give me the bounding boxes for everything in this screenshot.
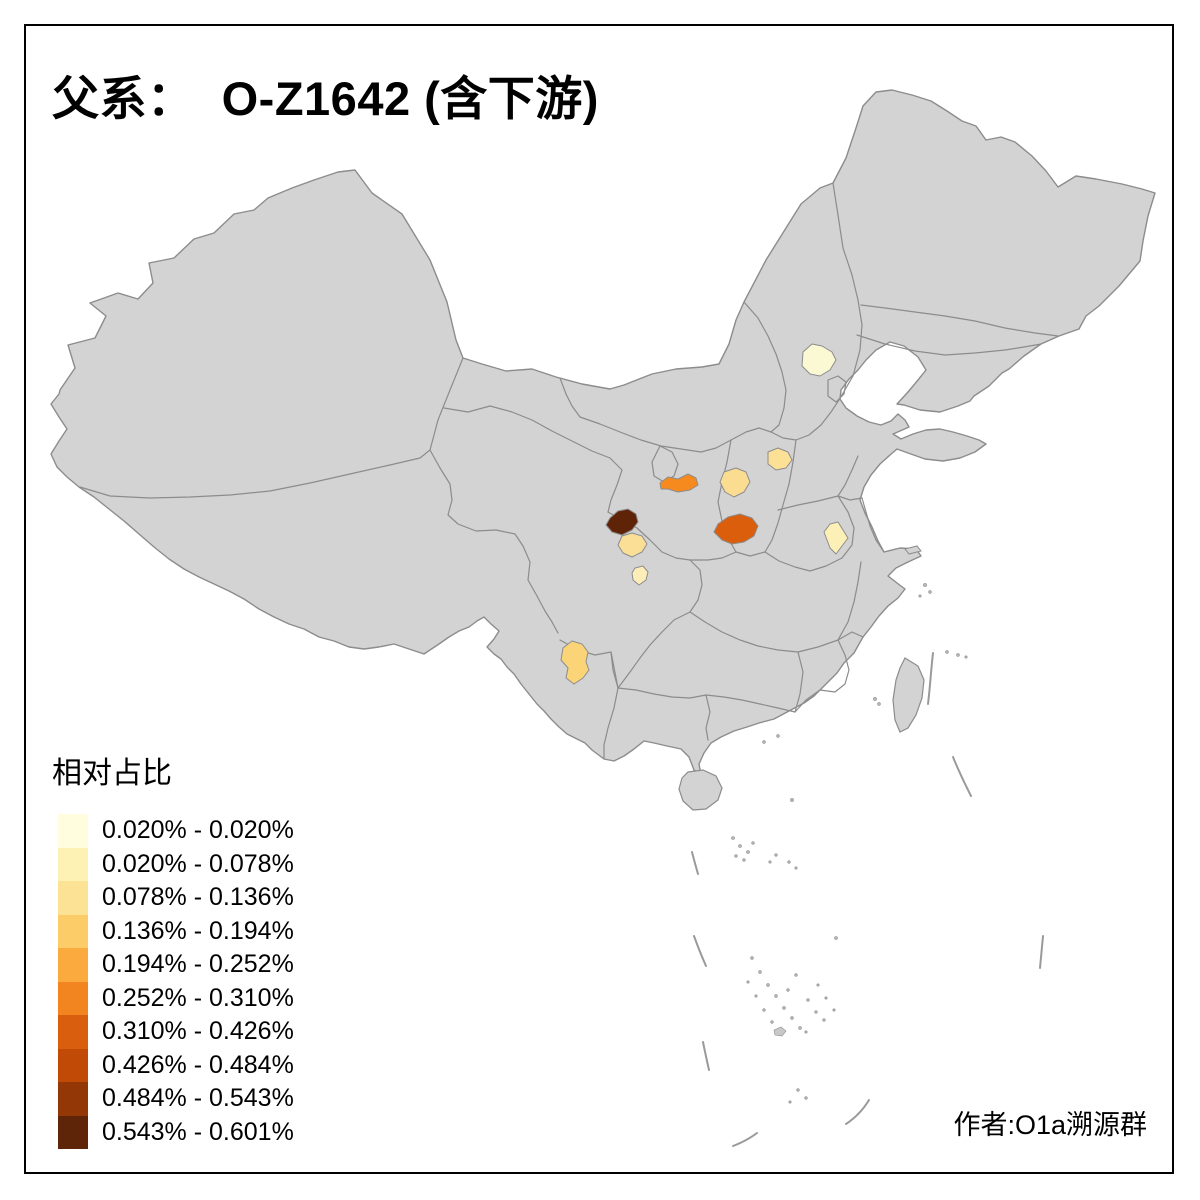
legend-title: 相对占比 <box>52 757 172 790</box>
legend-label: 0.020% - 0.078% <box>102 849 294 878</box>
chongming-island <box>904 545 922 555</box>
legend: 相对占比 0.020% - 0.020% 0.020% - 0.078% 0.0… <box>52 748 294 1149</box>
legend-row: 0.543% - 0.601% <box>58 1115 294 1149</box>
mainland-outline <box>50 89 1156 776</box>
legend-row: 0.426% - 0.484% <box>58 1048 294 1082</box>
legend-label: 0.136% - 0.194% <box>102 916 294 945</box>
legend-row: 0.136% - 0.194% <box>58 914 294 948</box>
legend-swatch <box>58 1015 88 1049</box>
legend-label: 0.020% - 0.020% <box>102 816 294 845</box>
map-region-6 <box>617 532 648 558</box>
legend-label: 0.426% - 0.484% <box>102 1050 294 1079</box>
legend-row: 0.078% - 0.136% <box>58 881 294 915</box>
legend-label: 0.310% - 0.426% <box>102 1017 294 1046</box>
highlighted-regions <box>560 343 849 685</box>
map-region-10 <box>560 640 590 685</box>
map-region-9 <box>823 521 849 555</box>
hainan-island <box>678 769 723 811</box>
legend-label: 0.543% - 0.601% <box>102 1117 294 1146</box>
page-title: 父系： O-Z1642 (含下游) <box>52 72 599 125</box>
author-credit: 作者:O1a溯源群 <box>953 1110 1147 1140</box>
map-region-3 <box>719 467 751 498</box>
legend-label: 0.078% - 0.136% <box>102 883 294 912</box>
legend-swatch <box>58 881 88 915</box>
map-region-7 <box>631 565 649 586</box>
legend-swatch <box>58 814 88 848</box>
legend-swatch <box>58 981 88 1015</box>
legend-swatch <box>58 1115 88 1149</box>
legend-swatch <box>58 1048 88 1082</box>
sea-boundary-dashes <box>691 652 1044 1147</box>
legend-row: 0.194% - 0.252% <box>58 948 294 982</box>
legend-swatch <box>58 914 88 948</box>
legend-row: 0.020% - 0.078% <box>58 847 294 881</box>
legend-rows: 0.020% - 0.020% 0.020% - 0.078% 0.078% -… <box>58 814 294 1149</box>
legend-row: 0.484% - 0.543% <box>58 1082 294 1116</box>
legend-label: 0.252% - 0.310% <box>102 983 294 1012</box>
legend-swatch <box>58 948 88 982</box>
map-region-4 <box>659 473 699 493</box>
legend-label: 0.484% - 0.543% <box>102 1084 294 1113</box>
map-region-1 <box>801 343 837 377</box>
legend-row: 0.252% - 0.310% <box>58 981 294 1015</box>
legend-row: 0.020% - 0.020% <box>58 814 294 848</box>
map-region-5 <box>605 508 639 536</box>
legend-label: 0.194% - 0.252% <box>102 950 294 979</box>
map-region-2 <box>767 447 793 471</box>
legend-swatch <box>58 1082 88 1116</box>
map-region-8 <box>713 513 759 545</box>
legend-swatch <box>58 847 88 881</box>
legend-row: 0.310% - 0.426% <box>58 1015 294 1049</box>
small-islands <box>731 583 968 1104</box>
taiwan-island <box>892 657 925 733</box>
